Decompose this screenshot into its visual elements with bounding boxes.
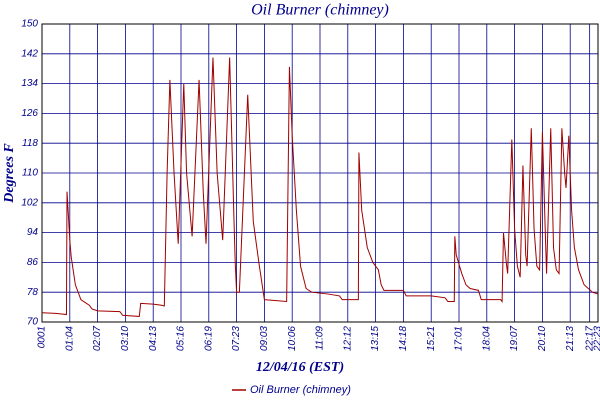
chart-title: Oil Burner (chimney) (251, 2, 389, 19)
x-tick-label: 07:23 (231, 326, 242, 351)
y-tick-label: 134 (21, 78, 38, 89)
plot-border (41, 23, 599, 323)
x-tick-label: 10:06 (287, 326, 298, 351)
x-tick-label: 02:07 (92, 326, 103, 351)
x-tick-label: 21:13 (565, 326, 576, 352)
y-tick-label: 110 (22, 168, 38, 179)
y-tick-label: 150 (21, 19, 38, 30)
x-tick-label: 0001 (37, 326, 48, 348)
y-tick-label: 102 (21, 197, 38, 208)
x-tick-label: 15:21 (426, 326, 437, 351)
x-tick-label: 11:09 (315, 326, 326, 351)
x-tick-label: 04:13 (148, 326, 159, 351)
x-tick-label: 20:10 (537, 326, 548, 352)
x-tick-label: 19:07 (509, 326, 520, 351)
y-tick-label: 126 (21, 108, 38, 119)
x-tick-label: 22:23 (593, 326, 600, 352)
y-axis-label: Degrees F (2, 143, 17, 204)
y-tick-label: 118 (22, 138, 38, 149)
x-tick-label: 12:12 (342, 326, 353, 351)
x-tick-label: 06:19 (203, 326, 214, 351)
x-tick-label: 22:17 (584, 326, 595, 352)
x-axis-label: 12/04/16 (EST) (256, 360, 344, 375)
y-tick-label: 86 (27, 257, 39, 268)
x-tick-label: 05:16 (176, 326, 187, 351)
y-tick-label: 94 (27, 227, 39, 238)
legend-label: Oil Burner (chimney) (250, 384, 351, 396)
x-tick-label: 14:18 (398, 326, 409, 351)
x-tick-label: 18:04 (481, 326, 492, 351)
y-tick-label: 78 (27, 287, 39, 298)
x-tick-label: 17:01 (454, 326, 465, 351)
x-tick-label: 01:04 (64, 326, 75, 351)
y-tick-label: 70 (27, 317, 39, 328)
x-tick-label: 09:03 (259, 326, 270, 351)
x-tick-label: 13:15 (370, 326, 381, 351)
y-tick-label: 142 (21, 48, 38, 59)
x-tick-label: 03:10 (120, 326, 131, 351)
data-line (41, 57, 599, 317)
